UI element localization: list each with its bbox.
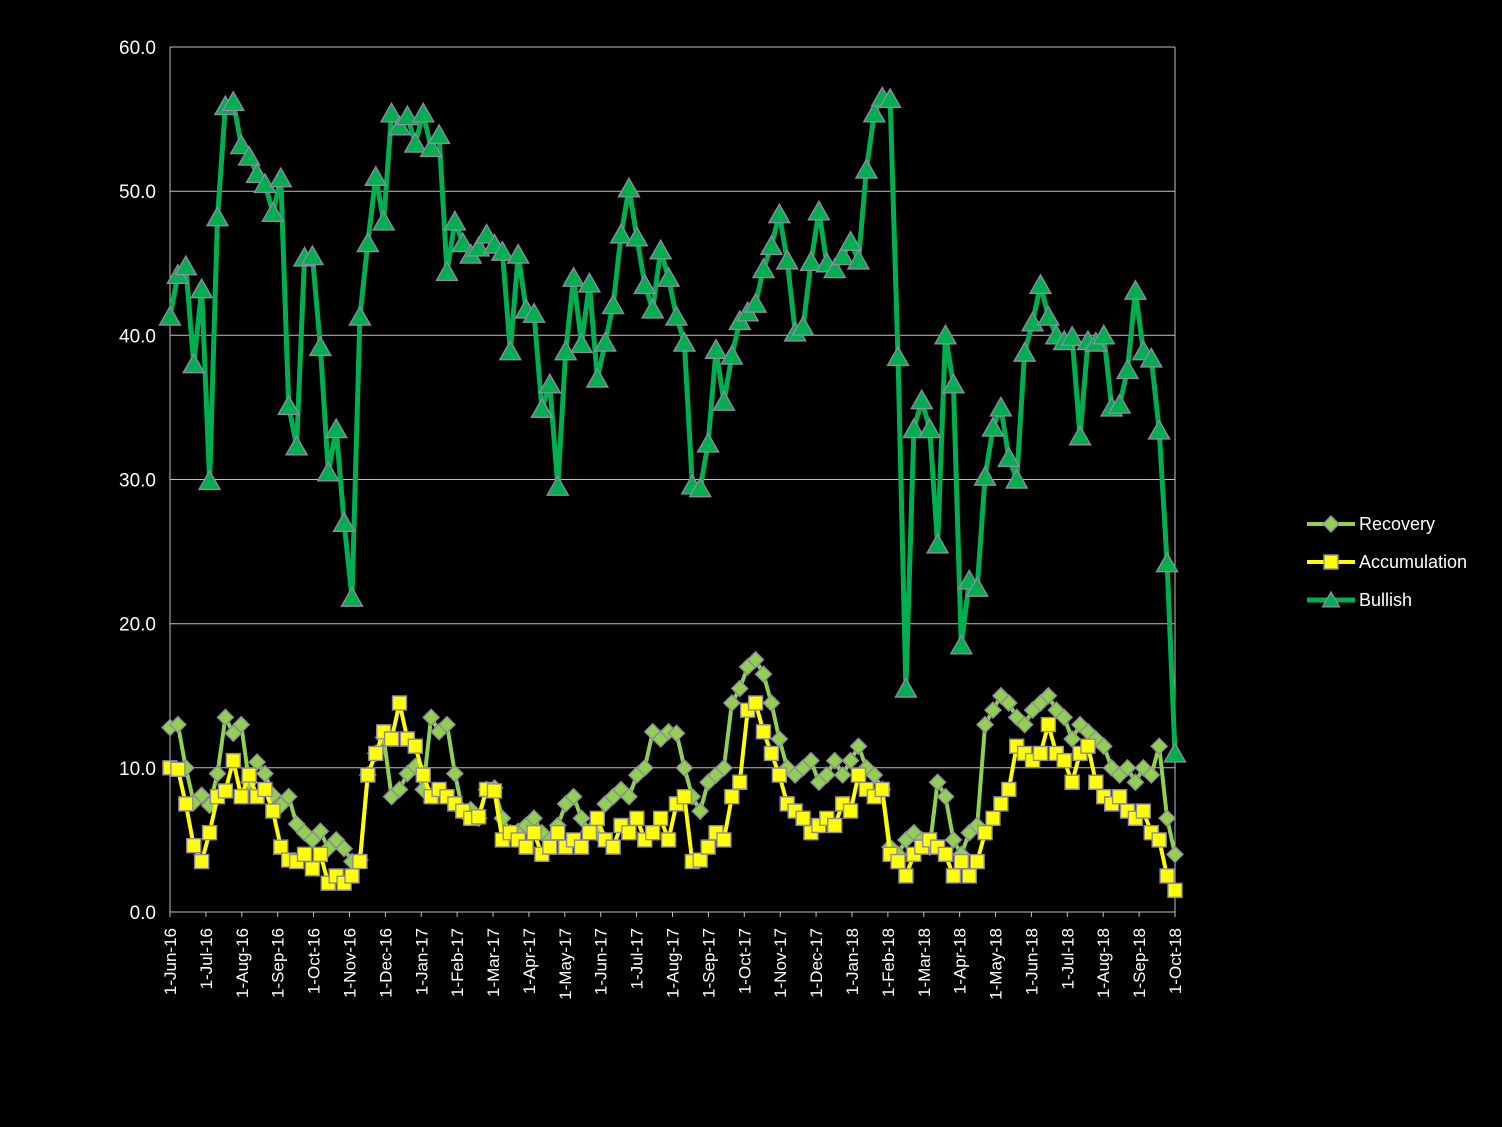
y-tick-label: 60.0 [119, 38, 156, 59]
y-tick-label: 30.0 [119, 471, 156, 492]
recovery-diamond-marker-icon [1305, 514, 1357, 534]
bullish-triangle-marker-icon [1305, 590, 1357, 610]
y-tick-label: 50.0 [119, 182, 156, 203]
x-tick-label: 1-May-18 [987, 928, 1006, 1000]
y-tick-label: 10.0 [119, 759, 156, 780]
legend-label-accumulation: Accumulation [1359, 551, 1468, 572]
legend: Recovery Accumulation Bullish [1305, 505, 1467, 619]
x-tick-label: 1-Oct-16 [305, 928, 324, 994]
x-tick-label: 1-Dec-16 [376, 928, 395, 998]
x-tick-label: 1-Jun-17 [592, 928, 611, 995]
x-tick-label: 1-Aug-17 [664, 928, 683, 998]
series-bullish [158, 86, 1187, 763]
x-tick-label: 1-Oct-18 [1166, 928, 1185, 994]
x-tick-label: 1-Jun-16 [161, 928, 180, 995]
legend-item-recovery: Recovery [1305, 505, 1467, 543]
series-accumulation [162, 695, 1183, 899]
x-tick-label: 1-Jan-18 [843, 928, 862, 995]
x-tick-label: 1-Nov-17 [771, 928, 790, 998]
x-tick-label: 1-Feb-18 [879, 928, 898, 997]
x-tick-label: 1-Feb-17 [448, 928, 467, 997]
accumulation-square-marker-icon [1305, 552, 1357, 572]
y-tick-label: 20.0 [119, 615, 156, 636]
x-tick-label: 1-Nov-16 [340, 928, 359, 998]
x-tick-label: 1-Apr-18 [951, 928, 970, 994]
y-tick-label: 40.0 [119, 326, 156, 347]
x-axis-labels: 1-Jun-16 1-Jul-16 1-Aug-16 1-Sep-16 1-Oct-16… [161, 912, 1185, 1000]
x-tick-label: 1-Sep-17 [699, 928, 718, 998]
x-tick-label: 1-Jan-17 [412, 928, 431, 995]
x-tick-label: 1-Mar-17 [484, 928, 503, 997]
x-tick-label: 1-Jul-16 [197, 928, 216, 989]
x-tick-label: 1-Jul-18 [1058, 928, 1077, 989]
y-axis-labels: 0.0 10.0 20.0 30.0 40.0 50.0 60.0 [119, 38, 156, 924]
legend-label-bullish: Bullish [1359, 589, 1413, 610]
x-tick-label: 1-May-17 [556, 928, 575, 1000]
x-tick-label: 1-Sep-18 [1130, 928, 1149, 998]
x-tick-label: 1-Aug-16 [233, 928, 252, 998]
x-tick-label: 1-Dec-17 [807, 928, 826, 998]
x-tick-label: 1-Mar-18 [915, 928, 934, 997]
x-tick-label: 1-Sep-16 [269, 928, 288, 998]
x-tick-label: 1-Jul-17 [628, 928, 647, 989]
x-tick-label: 1-Jun-18 [1022, 928, 1041, 995]
x-tick-label: 1-Aug-18 [1094, 928, 1113, 998]
x-tick-label: 1-Apr-17 [520, 928, 539, 994]
y-tick-label: 0.0 [130, 903, 156, 924]
legend-label-recovery: Recovery [1359, 513, 1436, 534]
legend-item-bullish: Bullish [1305, 581, 1467, 619]
legend-item-accumulation: Accumulation [1305, 543, 1467, 581]
x-tick-label: 1-Oct-17 [735, 928, 754, 994]
